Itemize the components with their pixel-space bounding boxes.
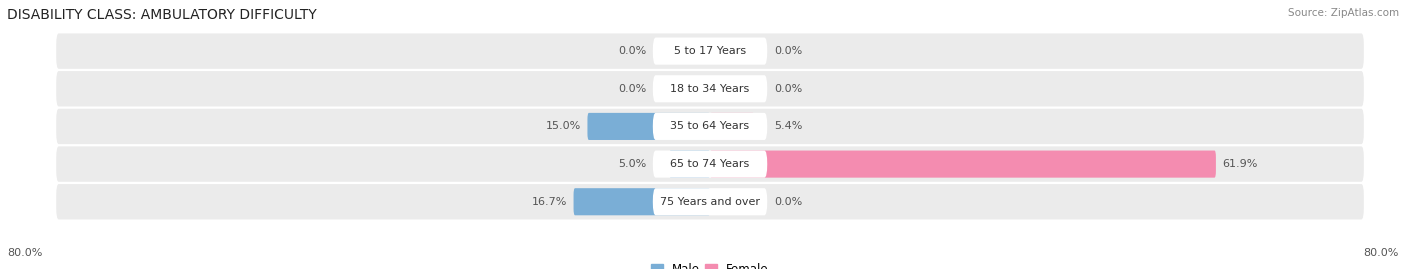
FancyBboxPatch shape (56, 33, 1364, 69)
FancyBboxPatch shape (652, 113, 768, 140)
FancyBboxPatch shape (588, 113, 710, 140)
FancyBboxPatch shape (56, 109, 1364, 144)
Text: 35 to 64 Years: 35 to 64 Years (671, 121, 749, 132)
Text: Source: ZipAtlas.com: Source: ZipAtlas.com (1288, 8, 1399, 18)
Text: 0.0%: 0.0% (773, 46, 801, 56)
FancyBboxPatch shape (652, 188, 768, 215)
Text: 75 Years and over: 75 Years and over (659, 197, 761, 207)
Text: 0.0%: 0.0% (619, 84, 647, 94)
Text: 5.4%: 5.4% (773, 121, 803, 132)
FancyBboxPatch shape (56, 71, 1364, 107)
Text: 16.7%: 16.7% (531, 197, 567, 207)
FancyBboxPatch shape (574, 188, 710, 215)
Text: 65 to 74 Years: 65 to 74 Years (671, 159, 749, 169)
FancyBboxPatch shape (56, 184, 1364, 220)
FancyBboxPatch shape (652, 75, 768, 102)
Text: 80.0%: 80.0% (1364, 248, 1399, 258)
FancyBboxPatch shape (652, 151, 768, 178)
FancyBboxPatch shape (710, 113, 754, 140)
FancyBboxPatch shape (652, 38, 768, 65)
FancyBboxPatch shape (669, 151, 710, 178)
FancyBboxPatch shape (56, 146, 1364, 182)
Text: 0.0%: 0.0% (773, 84, 801, 94)
Text: 0.0%: 0.0% (773, 197, 801, 207)
Text: 15.0%: 15.0% (546, 121, 581, 132)
Text: 18 to 34 Years: 18 to 34 Years (671, 84, 749, 94)
Text: 61.9%: 61.9% (1222, 159, 1258, 169)
Legend: Male, Female: Male, Female (647, 258, 773, 269)
FancyBboxPatch shape (710, 151, 1216, 178)
Text: DISABILITY CLASS: AMBULATORY DIFFICULTY: DISABILITY CLASS: AMBULATORY DIFFICULTY (7, 8, 316, 22)
Text: 5 to 17 Years: 5 to 17 Years (673, 46, 747, 56)
Text: 5.0%: 5.0% (619, 159, 647, 169)
Text: 0.0%: 0.0% (619, 46, 647, 56)
Text: 80.0%: 80.0% (7, 248, 42, 258)
